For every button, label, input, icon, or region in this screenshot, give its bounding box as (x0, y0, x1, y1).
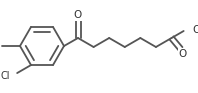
Text: O: O (178, 49, 187, 59)
Text: OH: OH (193, 25, 198, 35)
Text: Cl: Cl (1, 71, 10, 81)
Text: O: O (74, 10, 82, 20)
